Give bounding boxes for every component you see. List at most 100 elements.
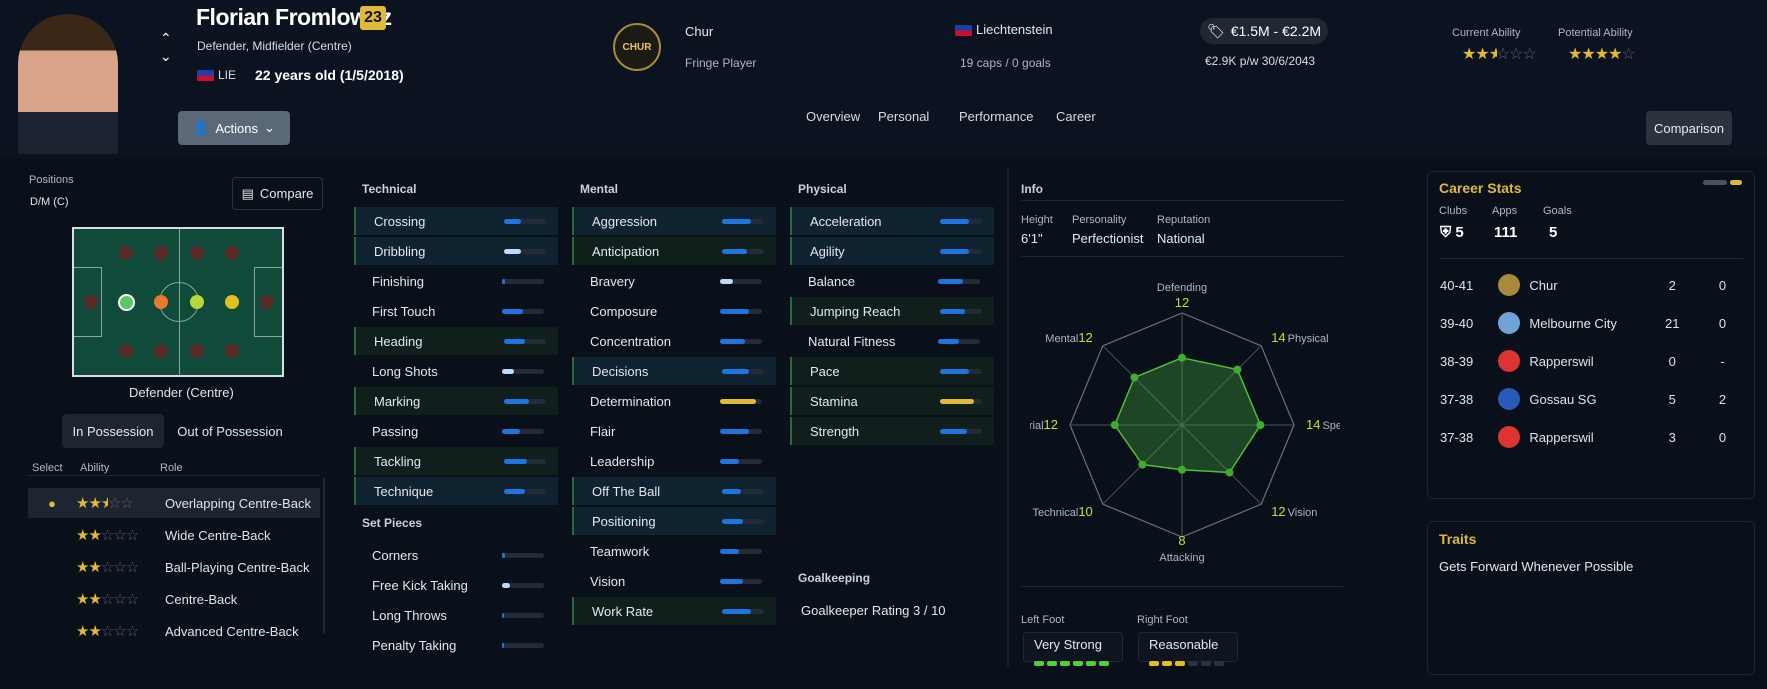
attribute-row[interactable]: Agility [790,237,994,265]
foot-level-segment [1188,661,1198,666]
role-row[interactable]: ● ★★★☆☆ Overlapping Centre-Back [28,488,320,518]
attribute-row[interactable]: Positioning [572,507,776,535]
position-dot[interactable] [154,295,168,309]
physical-title: Physical [798,182,847,196]
career-row[interactable]: 37-38 Gossau SG 5 2 [1440,380,1745,418]
attribute-row[interactable]: Long Shots [354,357,558,385]
attribute-row[interactable]: Flair [572,417,776,445]
position-dot[interactable] [190,295,204,309]
club-crest[interactable]: CHUR [613,23,661,71]
radar-point [1178,465,1186,474]
goalkeeper-rating: Goalkeeper Rating 3 / 10 [801,603,946,618]
goals: 2 [1718,391,1727,407]
career-row[interactable]: 39-40 Melbourne City 21 0 [1440,304,1745,342]
attribute-row[interactable]: Penalty Taking [354,631,558,659]
attribute-name: Stamina [810,393,858,409]
attribute-row[interactable]: Concentration [572,327,776,355]
attribute-row[interactable]: Finishing [354,267,558,295]
attribute-row[interactable]: Bravery [572,267,776,295]
reputation-label: Reputation [1157,214,1211,226]
attribute-row[interactable]: Strength [790,417,994,445]
role-row[interactable]: ★★☆☆☆ Wide Centre-Back [76,527,271,544]
radar-point [1130,373,1139,382]
attribute-row[interactable]: Dribbling [354,237,558,265]
attribute-bar [502,643,544,648]
mental-title: Mental [580,182,619,196]
natural-position-dot[interactable] [118,294,135,311]
attribute-row[interactable]: Teamwork [572,537,776,565]
potential-ability-stars: ★★★★☆ [1568,46,1636,63]
club-crest-icon [1498,312,1521,334]
nation-code: LIE [218,68,237,82]
traits-panel [1427,521,1755,675]
career-row[interactable]: 38-39 Rapperswil 0 - [1440,342,1745,380]
attribute-row[interactable]: Stamina [790,387,994,415]
attribute-row[interactable]: Marking [354,387,558,415]
attribute-row[interactable]: Composure [572,297,776,325]
radar-axis-label: Vision [1288,507,1318,519]
compare-button[interactable]: ▤ Compare [232,177,323,210]
attribute-row[interactable]: Free Kick Taking [354,571,558,599]
attribute-row[interactable]: Acceleration [790,207,994,235]
attribute-name: Agility [810,243,845,259]
attribute-row[interactable]: Passing [354,417,558,445]
tab-out-of-possession[interactable]: Out of Possession [177,423,283,439]
radar-value: 12 [1175,295,1189,310]
club-name: Rapperswil [1529,353,1594,369]
career-row[interactable]: 40-41 Chur 2 0 [1440,266,1745,304]
foot-level-segment [1175,661,1185,666]
attribute-row[interactable]: Vision [572,567,776,595]
club-name[interactable]: Chur [685,24,714,39]
traits-title: Traits [1439,531,1477,547]
page-indicator-active[interactable] [1730,180,1742,185]
role-row[interactable]: ★★☆☆☆ Advanced Centre-Back [76,623,299,640]
attribute-row[interactable]: Corners [354,541,558,569]
tab-career[interactable]: Career [1056,109,1096,124]
attribute-row[interactable]: Decisions [572,357,776,385]
attribute-row[interactable]: First Touch [354,297,558,325]
radar-label: Aerial12 [1030,417,1058,432]
attribute-row[interactable]: Determination [572,387,776,415]
tag-icon: 🏷 [1206,22,1225,39]
career-row[interactable]: 37-38 Rapperswil 3 0 [1440,418,1745,456]
attribute-name: Vision [590,573,626,589]
tab-performance[interactable]: Performance [959,109,1034,124]
attribute-row[interactable]: Heading [354,327,558,355]
position-dot[interactable] [225,295,239,309]
role-row[interactable]: ★★☆☆☆ Ball-Playing Centre-Back [76,559,310,576]
foot-level-segment [1214,661,1224,666]
player-portrait [18,14,118,154]
club-name: Rapperswil [1529,429,1594,445]
comparison-button[interactable]: Comparison [1646,111,1732,145]
chevron-down-icon[interactable]: ⌄ [160,48,172,64]
attribute-row[interactable]: Tackling [354,447,558,475]
role-row[interactable]: ★★☆☆☆ Centre-Back [76,591,238,608]
attribute-row[interactable]: Work Rate [572,597,776,625]
actions-button[interactable]: 👤 Actions ⌄ [178,111,290,145]
attribute-row[interactable]: Pace [790,357,994,385]
role-stars: ★★★☆☆ [76,495,134,512]
page-indicator[interactable] [1703,180,1727,185]
left-foot-box: Very Strong [1023,632,1123,666]
attribute-row[interactable]: Jumping Reach [790,297,994,325]
attribute-name: Long Throws [372,607,447,623]
tab-personal[interactable]: Personal [878,109,930,124]
attribute-row[interactable]: Balance [790,267,994,295]
attribute-row[interactable]: Anticipation [572,237,776,265]
attribute-name: Long Shots [372,363,438,379]
attribute-row[interactable]: Aggression [572,207,776,235]
nation-name[interactable]: Liechtenstein [976,22,1053,37]
attribute-row[interactable]: Leadership [572,447,776,475]
tab-overview[interactable]: Overview [806,109,861,124]
attribute-row[interactable]: Crossing [354,207,558,235]
reputation-value: National [1157,231,1205,246]
tab-in-possession[interactable]: In Possession [62,414,164,448]
attribute-row[interactable]: Natural Fitness [790,327,994,355]
attribute-name: Pace [810,363,840,379]
chevron-up-icon[interactable]: ⌃ [160,30,172,46]
apps-label: Apps [1492,205,1518,217]
radar-point [1178,353,1186,362]
attribute-row[interactable]: Off The Ball [572,477,776,505]
attribute-row[interactable]: Long Throws [354,601,558,629]
attribute-row[interactable]: Technique [354,477,558,505]
